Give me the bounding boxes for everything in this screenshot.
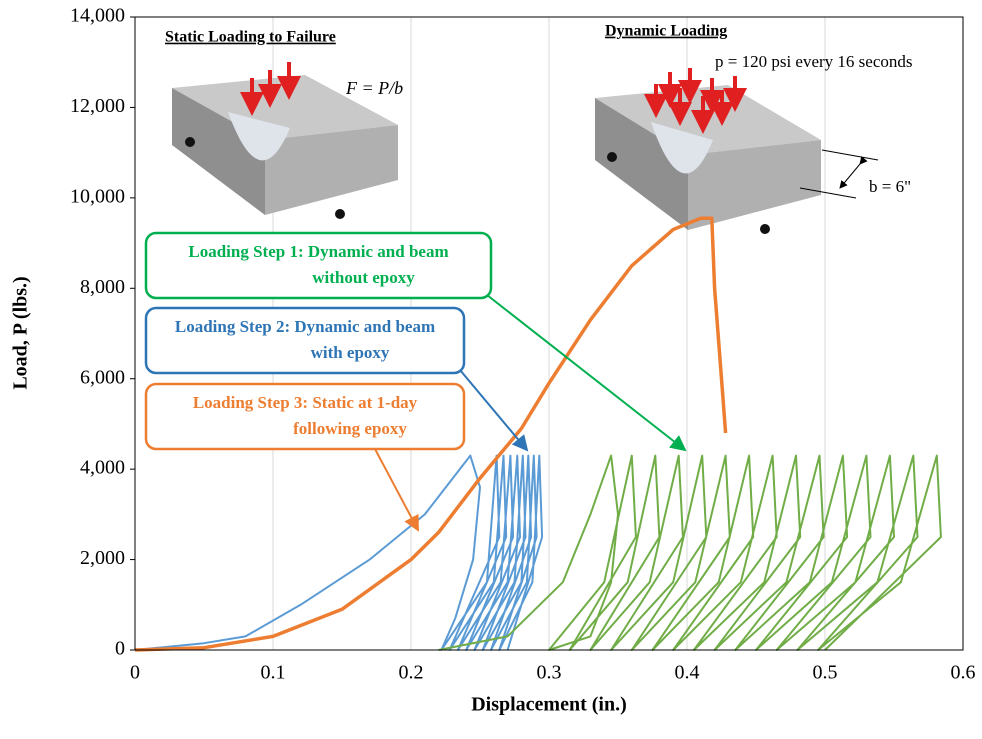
annotation-text: without epoxy [312,268,415,287]
y-tick-label: 6,000 [80,366,125,388]
beam-illustrations [172,62,878,234]
support [760,224,770,234]
annotation-text: Loading Step 3: Static at 1-day [193,393,418,412]
y-tick-label: 10,000 [70,185,125,207]
figure-label: p = 120 psi every 16 seconds [715,52,913,71]
support [607,152,617,162]
dim-arrow [840,164,860,188]
x-tick-label: 0.4 [675,662,700,684]
figure-label: b = 6" [869,177,911,196]
support [185,137,195,147]
annotation-text: Loading Step 1: Dynamic and beam [188,242,448,261]
figure-label: Static Loading to Failure [165,29,336,46]
annotations: Loading Step 1: Dynamic and beam without … [146,233,685,530]
x-tick-label: 0.1 [261,662,286,684]
y-tick-label: 0 [115,638,125,660]
dim-line [822,150,878,160]
y-tick-label: 14,000 [70,5,125,27]
y-tick-label: 2,000 [80,547,125,569]
annotation-text: with epoxy [311,343,390,362]
annotation-text: following epoxy [293,419,407,438]
chart: Displacement (in.) Load, P (lbs.) Static… [0,0,982,734]
annotation-arrow [460,370,527,450]
x-tick-label: 0.2 [399,662,424,684]
y-tick-label: 12,000 [70,95,125,117]
x-axis-label: Displacement (in.) [471,694,627,716]
support [335,209,345,219]
figure-label: Dynamic Loading [605,23,727,40]
x-tick-label: 0.6 [951,662,976,684]
y-axis-label: Load, P (lbs.) [10,276,32,389]
annotation-text: Loading Step 2: Dynamic and beam [175,317,435,336]
x-tick-label: 0 [130,662,140,684]
annotation-arrow [375,449,418,530]
annotation-arrow [487,295,685,450]
figure-label: F = P/b [345,78,403,98]
y-tick-label: 8,000 [80,276,125,298]
y-tick-label: 4,000 [80,457,125,479]
x-tick-label: 0.5 [813,662,838,684]
series-line [135,456,542,650]
x-tick-label: 0.3 [537,662,562,684]
